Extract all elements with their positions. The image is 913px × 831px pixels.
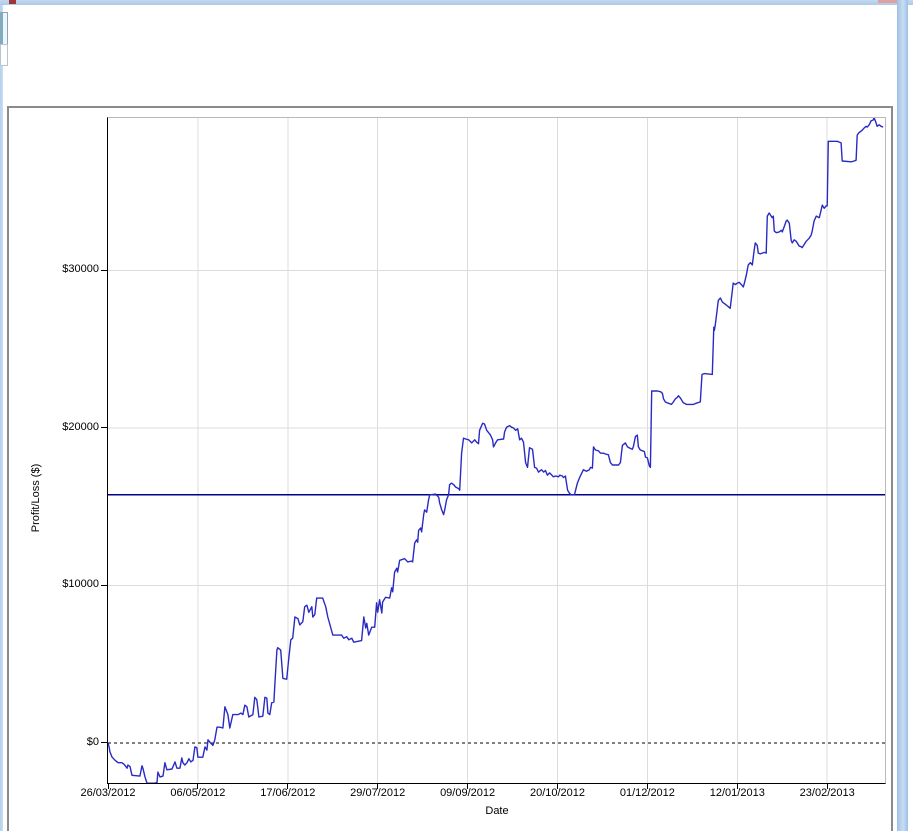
x-axis-tick bbox=[377, 783, 379, 789]
x-axis-tick bbox=[826, 783, 828, 789]
y-axis-tick-label: $10000 bbox=[62, 578, 99, 591]
x-axis-tick-label: 12/01/2013 bbox=[709, 787, 765, 799]
y-axis-tick bbox=[101, 427, 107, 429]
y-axis-tick-label: $30000 bbox=[62, 263, 99, 276]
titlebar-icon-fragment bbox=[9, 0, 16, 4]
x-axis-tick-label: 06/05/2012 bbox=[170, 787, 226, 799]
x-axis-tick-label: 20/10/2012 bbox=[529, 787, 586, 799]
x-axis-tick-label: 01/12/2012 bbox=[619, 787, 675, 799]
y-axis-tick-label: $20000 bbox=[62, 420, 99, 433]
window-left-border bbox=[0, 5, 3, 831]
x-axis-tick bbox=[467, 783, 469, 789]
x-axis-title: Date bbox=[485, 805, 509, 817]
x-axis-tick-label: 23/02/2013 bbox=[799, 787, 855, 799]
x-axis-tick-label: 17/06/2012 bbox=[260, 787, 316, 799]
y-axis-tick bbox=[101, 269, 107, 271]
x-axis-tick bbox=[646, 783, 648, 789]
y-axis-tick bbox=[101, 584, 107, 586]
x-axis-tick bbox=[736, 783, 738, 789]
plot-area[interactable] bbox=[107, 117, 886, 784]
left-edge-control-fragment-2 bbox=[0, 44, 8, 66]
x-axis-tick bbox=[287, 783, 289, 789]
left-edge-control-fragment bbox=[0, 12, 8, 46]
y-axis-tick-label: $0 bbox=[86, 735, 99, 748]
window-right-border bbox=[897, 0, 908, 831]
y-axis-tick bbox=[101, 742, 107, 744]
x-axis-tick bbox=[107, 783, 109, 789]
window-top-right-fragment bbox=[878, 0, 898, 3]
window-top-border bbox=[0, 0, 913, 5]
equity-curve bbox=[108, 118, 884, 783]
x-axis-tick-label: 26/03/2012 bbox=[80, 787, 136, 799]
x-axis-tick bbox=[557, 783, 558, 789]
x-axis-tick-label: 09/09/2012 bbox=[440, 787, 496, 799]
x-axis-tick bbox=[197, 783, 199, 789]
equity-curve-chart bbox=[108, 118, 885, 783]
x-axis-tick-label: 29/07/2012 bbox=[350, 787, 406, 799]
y-axis-title: Profit/Loss ($) bbox=[30, 463, 42, 533]
